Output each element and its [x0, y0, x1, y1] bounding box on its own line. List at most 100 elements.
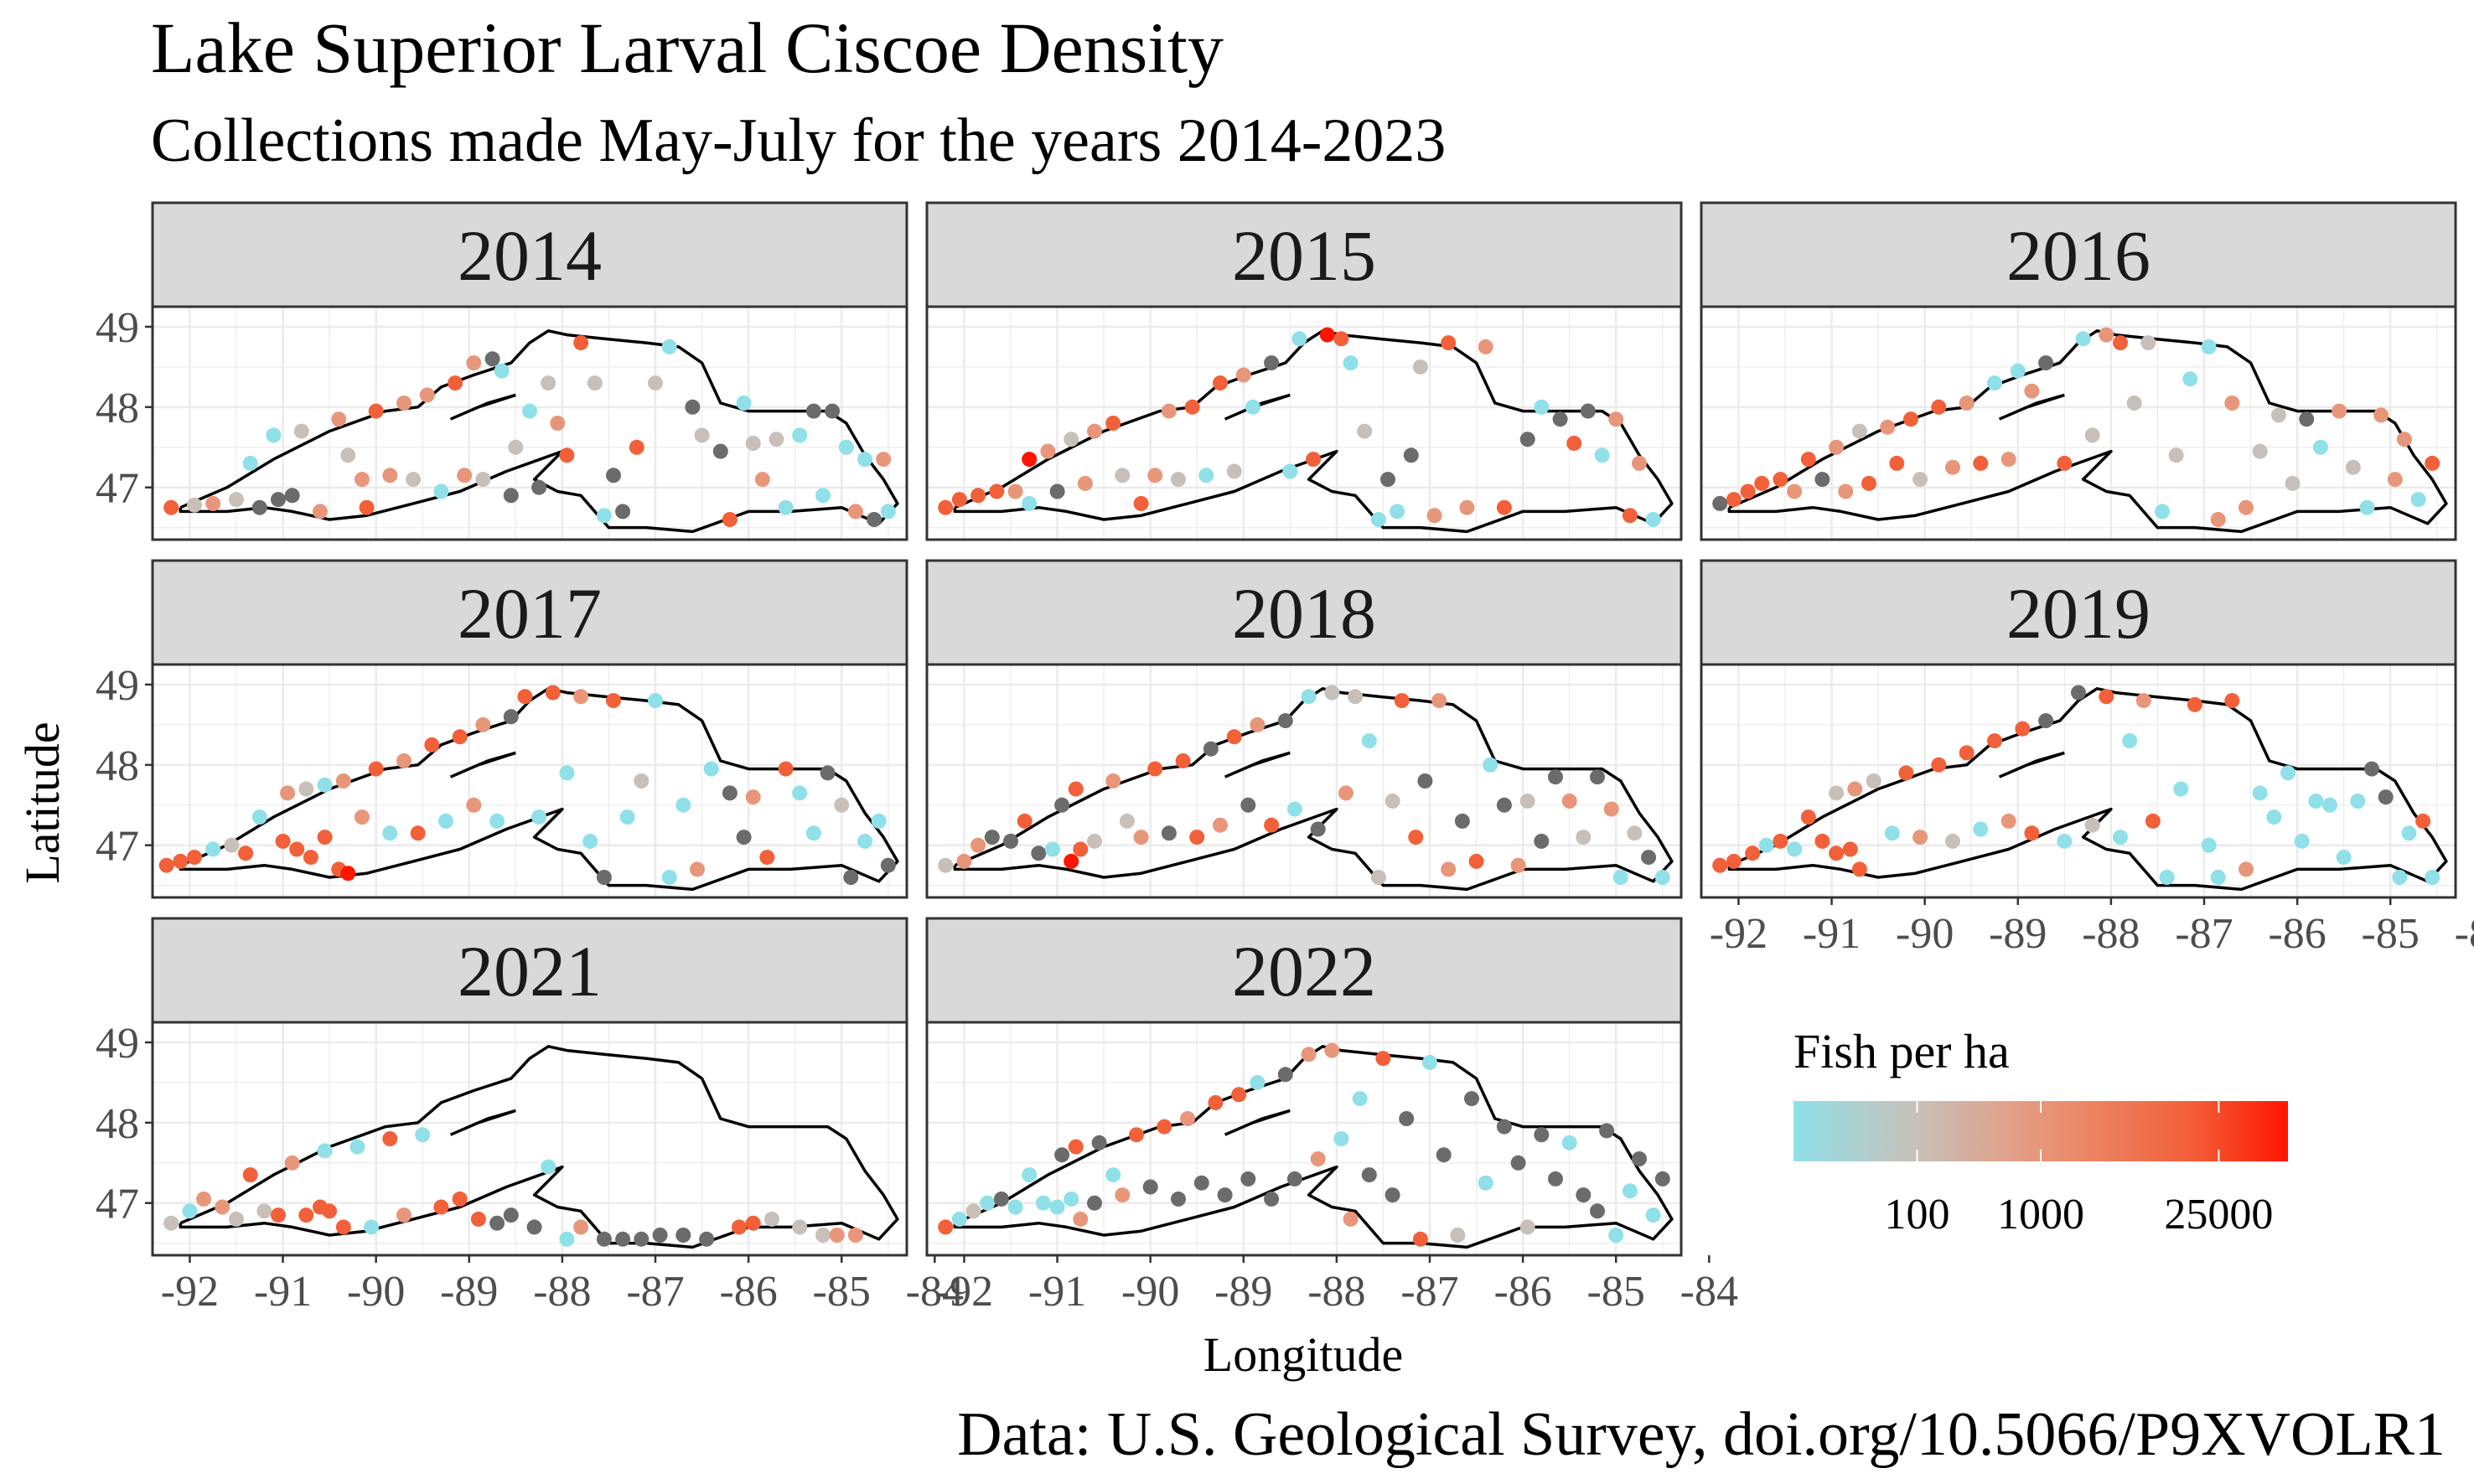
sample-point	[1580, 403, 1596, 419]
chart-caption: Data: U.S. Geological Survey, doi.org/10…	[957, 1400, 2446, 1469]
sample-point	[1133, 830, 1149, 845]
sample-point	[1408, 830, 1424, 845]
sample-point	[1417, 773, 1433, 789]
sample-point	[648, 693, 663, 709]
sample-point	[322, 1203, 338, 1219]
sample-point	[238, 845, 254, 861]
sample-point	[1534, 399, 1550, 415]
sample-point	[1161, 403, 1177, 419]
sample-point	[596, 1231, 612, 1247]
panel-background	[927, 1022, 1681, 1255]
sample-point	[857, 833, 872, 849]
sample-point	[1931, 399, 1947, 415]
sample-point	[1226, 729, 1242, 745]
x-tick-label: -85	[1587, 1268, 1645, 1316]
sample-point	[1552, 411, 1568, 427]
facet-strip	[151, 559, 908, 666]
panel-grid	[153, 1022, 907, 1255]
sample-point	[2224, 396, 2240, 411]
sample-point	[2308, 794, 2324, 809]
sample-point	[1973, 455, 1989, 471]
sample-point	[1483, 757, 1498, 773]
sample-point	[815, 1228, 831, 1243]
sample-point	[2350, 794, 2366, 809]
x-tick-label: -88	[1307, 1268, 1365, 1316]
sample-point	[1115, 468, 1131, 483]
sample-point	[1412, 1231, 1428, 1247]
sample-point	[745, 789, 761, 805]
sample-point	[1301, 1047, 1317, 1063]
sample-point	[1264, 1191, 1280, 1207]
lake-shoreline	[179, 1045, 899, 1249]
sample-point	[545, 685, 561, 701]
sample-point	[712, 443, 728, 459]
sample-point	[541, 1159, 556, 1175]
sample-point	[424, 737, 440, 752]
sample-point	[736, 830, 752, 845]
sample-point	[2345, 459, 2361, 475]
sample-point	[970, 488, 986, 504]
sample-point	[215, 1199, 230, 1215]
panel-border	[151, 1021, 908, 1257]
lake-shoreline	[953, 329, 1674, 534]
sample-point	[1035, 1195, 1051, 1211]
sample-point	[541, 375, 556, 391]
sample-point	[1133, 495, 1149, 511]
sample-point	[271, 1207, 286, 1223]
x-tick-label: -87	[626, 1268, 684, 1316]
sample-point	[2210, 870, 2226, 885]
x-tick-label: -86	[1493, 1268, 1551, 1316]
sample-point	[1566, 436, 1582, 451]
sample-point	[871, 813, 887, 829]
sample-point	[298, 1207, 314, 1223]
sample-point	[699, 1231, 715, 1247]
sample-point	[271, 492, 286, 508]
sample-point	[1889, 455, 1905, 471]
sample-point	[559, 765, 575, 781]
sample-point	[1959, 396, 1975, 411]
sample-point	[1017, 813, 1033, 829]
sample-point	[1240, 797, 1256, 813]
sample-point	[187, 497, 202, 513]
sample-point	[2024, 825, 2040, 841]
sample-point	[173, 853, 189, 869]
sample-point	[284, 1155, 300, 1171]
sample-point	[1115, 1187, 1131, 1203]
sample-point	[1468, 853, 1484, 869]
panel-border	[925, 663, 1683, 899]
sample-point	[550, 416, 566, 431]
sample-point	[1987, 733, 2002, 749]
sample-point	[1838, 483, 1854, 499]
isle-royale-outline	[1998, 393, 2065, 421]
sample-point	[1171, 472, 1186, 488]
sample-point	[1622, 1183, 1638, 1199]
legend-ticks: 100 1000 25000	[1885, 1101, 2273, 1238]
isle-royale-outline	[449, 393, 516, 421]
sample-point	[722, 512, 738, 527]
sample-point	[242, 455, 258, 471]
sample-point	[847, 1228, 863, 1243]
x-tick-label: -90	[1896, 910, 1954, 958]
sample-point	[993, 1191, 1009, 1207]
sample-point	[1324, 1042, 1340, 1058]
sample-point	[229, 1211, 244, 1227]
sample-point	[475, 716, 491, 732]
sample-point	[1193, 1175, 1209, 1191]
sample-point	[526, 1219, 542, 1235]
sample-point	[2210, 512, 2226, 527]
facet-panel-2017: 2017 47 48 49	[96, 559, 908, 899]
x-tick-label: -84	[1680, 1268, 1738, 1316]
sample-point	[1829, 439, 1845, 455]
sample-point	[1426, 508, 1442, 524]
facet-strip-label: 2019	[2006, 573, 2151, 654]
sample-point	[2000, 452, 2016, 468]
sample-point	[331, 411, 347, 427]
sample-point	[396, 753, 411, 768]
sample-point	[951, 1211, 967, 1227]
sample-point	[275, 833, 291, 849]
sample-point	[792, 427, 808, 443]
sample-point	[251, 809, 267, 825]
sample-point	[2122, 733, 2138, 749]
x-tick-label: -86	[2268, 910, 2326, 958]
